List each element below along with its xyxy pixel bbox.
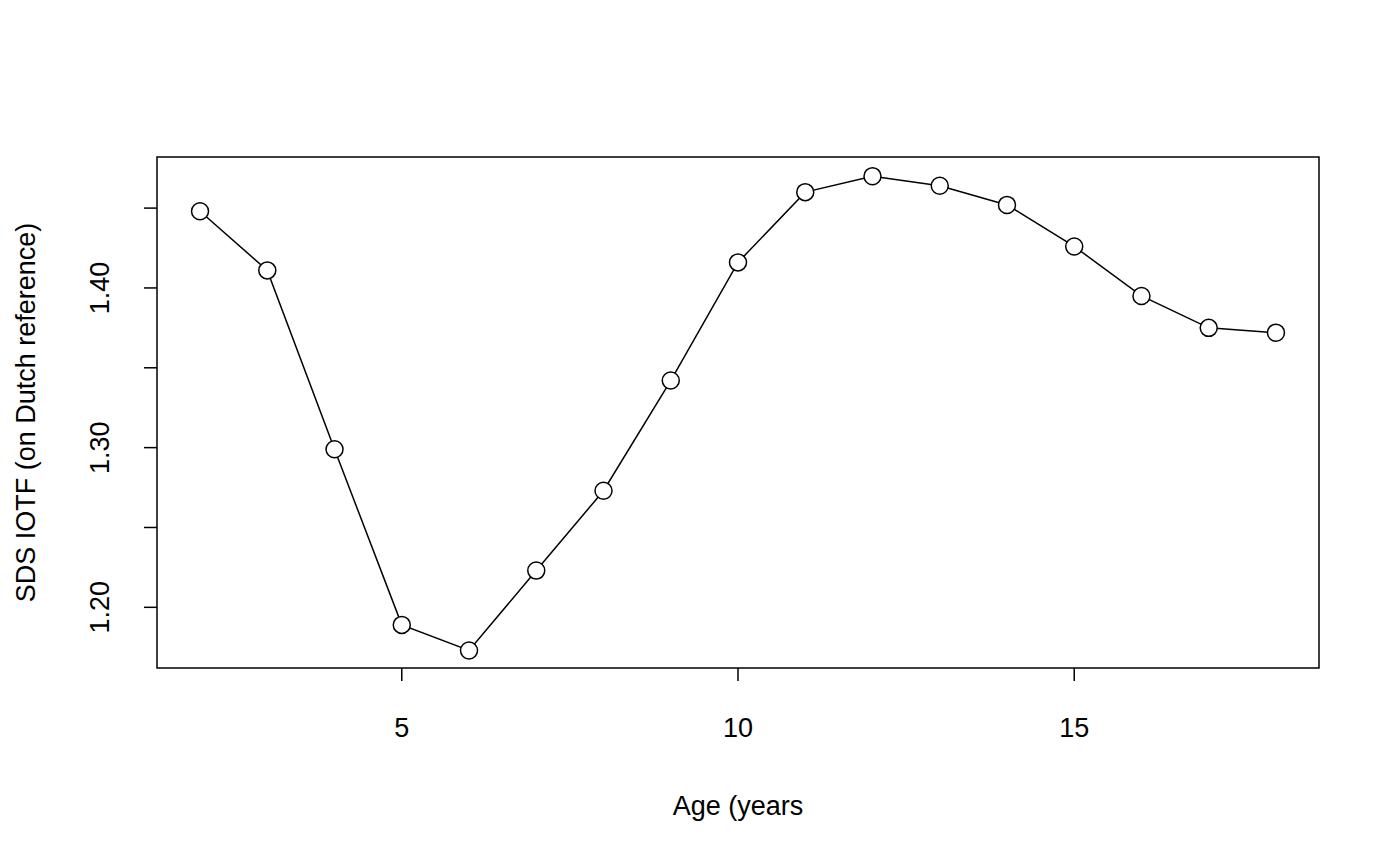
background bbox=[0, 0, 1400, 865]
data-point bbox=[1133, 287, 1150, 304]
data-point bbox=[864, 168, 881, 185]
data-point bbox=[595, 482, 612, 499]
plot-area bbox=[192, 168, 1285, 659]
data-point bbox=[998, 196, 1015, 213]
y-tick bbox=[144, 447, 157, 449]
y-axis-label: SDS IOTF (on Dutch reference) bbox=[11, 223, 41, 603]
y-tick bbox=[144, 287, 157, 289]
data-point bbox=[1200, 319, 1217, 336]
x-tick bbox=[1073, 668, 1075, 681]
data-point bbox=[528, 562, 545, 579]
x-tick-label: 15 bbox=[1059, 713, 1089, 743]
data-point bbox=[730, 254, 747, 271]
x-tick-label: 10 bbox=[723, 713, 753, 743]
x-axis-label: Age (years bbox=[673, 791, 804, 821]
series-line bbox=[200, 176, 1276, 650]
y-tick-label: 1.20 bbox=[85, 581, 115, 634]
data-point bbox=[797, 184, 814, 201]
data-point bbox=[461, 642, 478, 659]
y-tick bbox=[144, 207, 157, 209]
x-tick bbox=[401, 668, 403, 681]
y-tick bbox=[144, 367, 157, 369]
x-tick bbox=[737, 668, 739, 681]
data-point bbox=[662, 372, 679, 389]
x-tick-label: 5 bbox=[394, 713, 409, 743]
data-point bbox=[259, 262, 276, 279]
data-point bbox=[393, 616, 410, 633]
data-point bbox=[1267, 324, 1284, 341]
y-tick-label: 1.40 bbox=[85, 262, 115, 315]
data-point bbox=[1066, 238, 1083, 255]
plot-frame bbox=[157, 157, 1319, 668]
chart: 5 10 15 1.20 1.30 1.40 Age (years SDS IOTF (on … bbox=[0, 0, 1400, 865]
data-point bbox=[192, 203, 209, 220]
y-tick bbox=[144, 607, 157, 609]
y-tick-label: 1.30 bbox=[85, 421, 115, 474]
data-point bbox=[326, 441, 343, 458]
data-point bbox=[931, 177, 948, 194]
y-tick bbox=[144, 527, 157, 529]
